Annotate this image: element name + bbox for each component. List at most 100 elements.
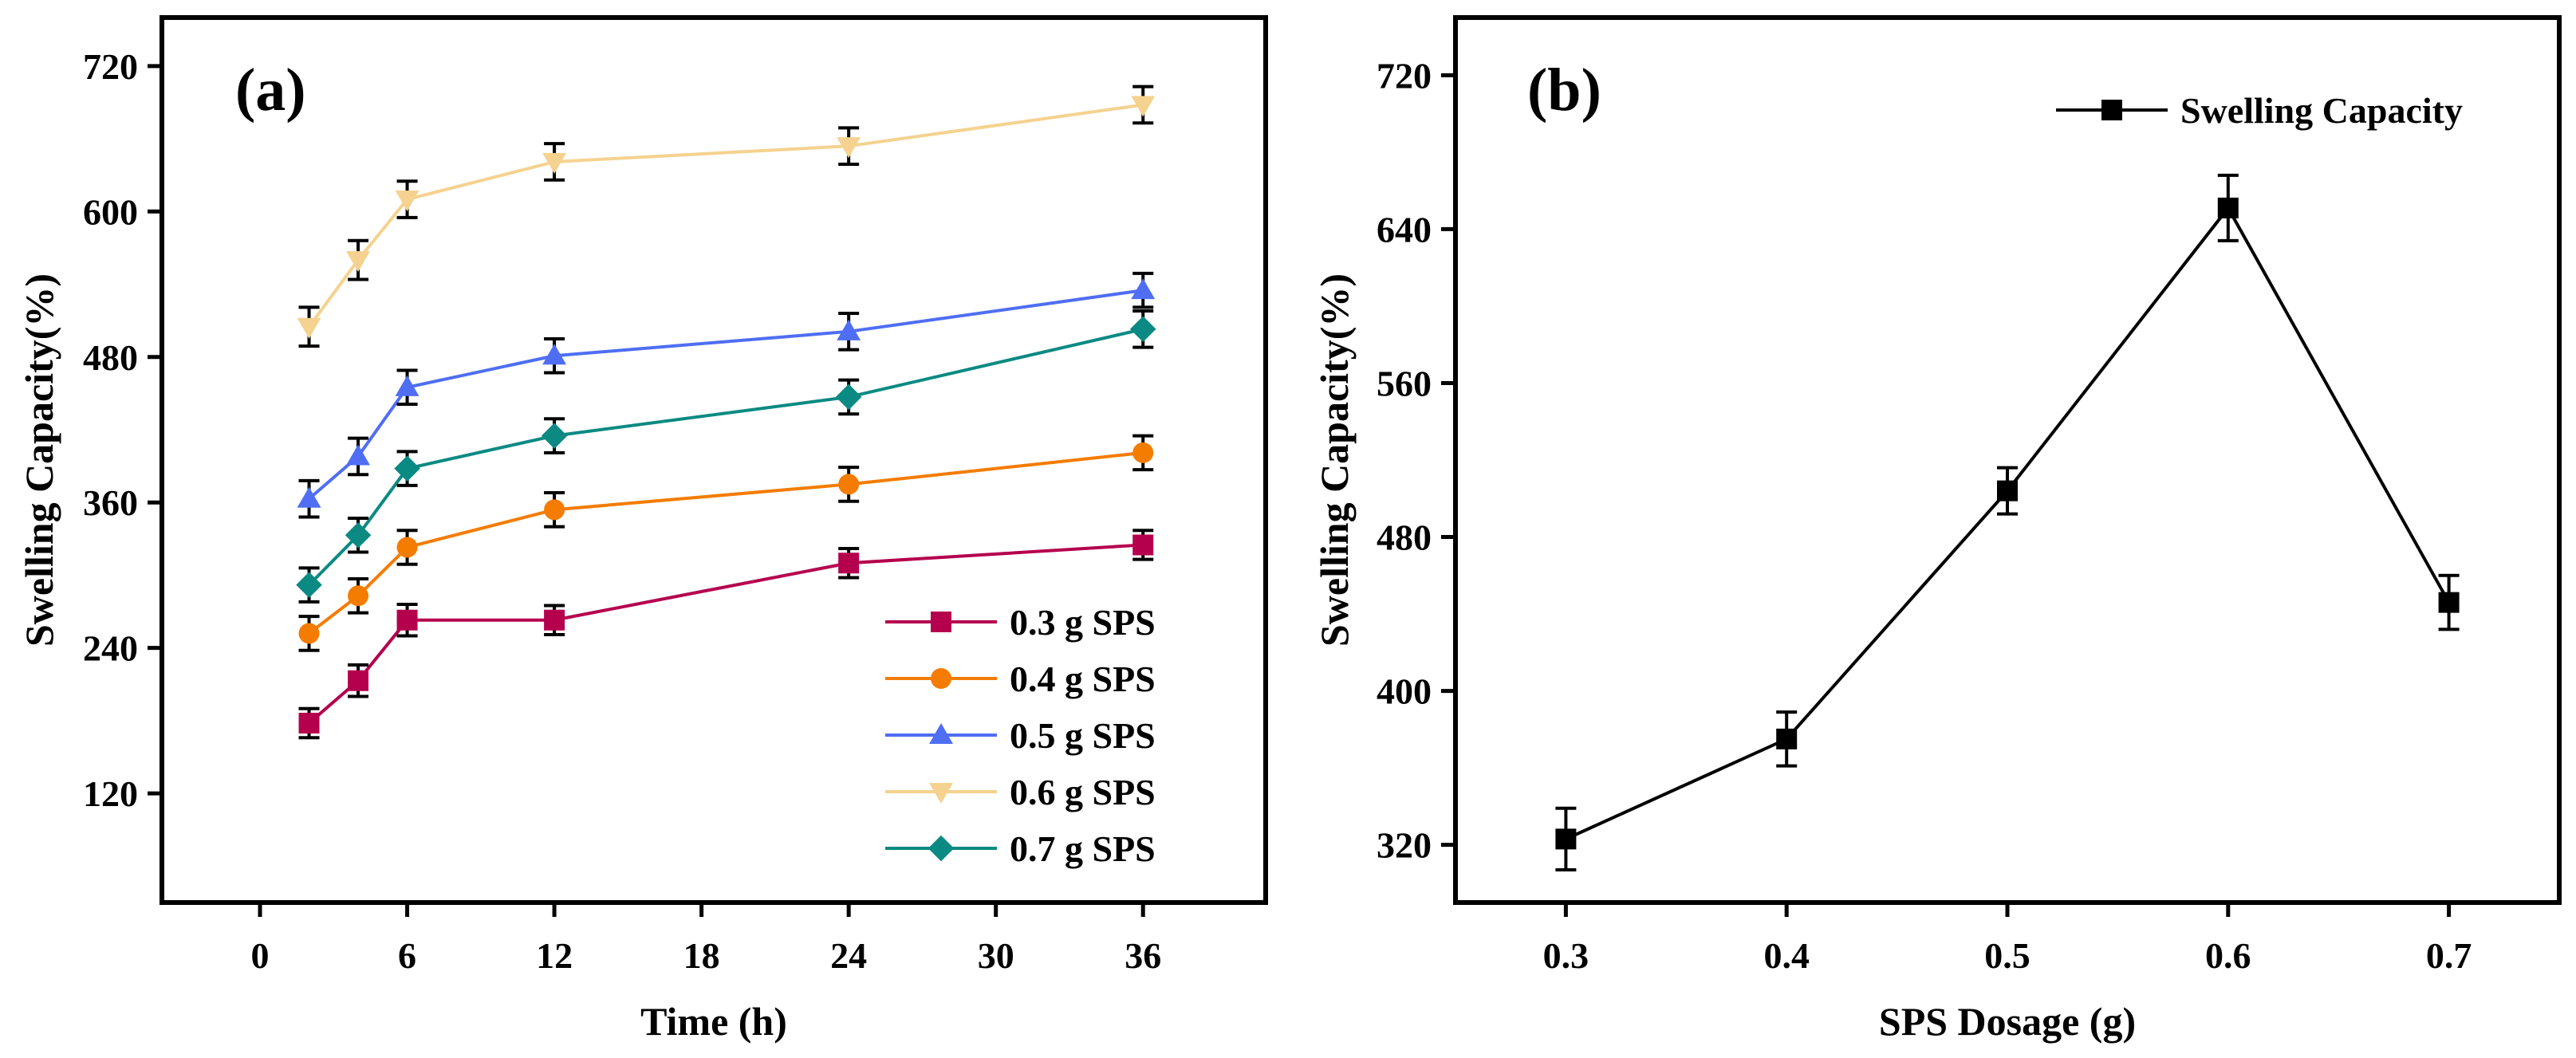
legend-item: 0.4 g SPS — [885, 659, 1156, 699]
data-point — [835, 383, 862, 411]
legend-marker — [928, 835, 955, 862]
data-point — [542, 152, 567, 174]
data-point — [1555, 828, 1577, 850]
data-point — [346, 444, 370, 466]
series-0.3-g-sps — [298, 529, 1154, 740]
legend-marker — [929, 723, 953, 745]
series-line — [1565, 205, 2451, 841]
x-tick-label: 36 — [1125, 935, 1161, 976]
legend-marker — [931, 612, 951, 632]
data-point — [1132, 442, 1154, 463]
legend-label: 0.6 g SPS — [1010, 772, 1156, 812]
series-0.5-g-sps — [297, 271, 1156, 519]
data-point — [396, 609, 418, 631]
data-point — [348, 670, 369, 691]
legend-marker — [931, 668, 951, 689]
data-point — [1776, 728, 1798, 749]
data-point — [2217, 197, 2239, 218]
panel-b-dosage-chart: 0.3 0.4 0.5 0.6 0.7 320 400 480 560 640 720 (b) SP… — [1312, 15, 2562, 1044]
x-tick-label: 0.7 — [2426, 935, 2472, 976]
data-point — [837, 319, 861, 340]
legend-label: 0.4 g SPS — [1010, 659, 1156, 699]
data-point — [542, 344, 567, 365]
legend-marker — [929, 782, 953, 804]
x-tick-label: 6 — [398, 935, 416, 976]
x-tick-label: 18 — [683, 935, 720, 976]
y-tick-label: 720 — [1377, 55, 1432, 96]
series-0.6-g-sps — [297, 85, 1156, 348]
panel-a-y-axis-title: Swelling Capacity(%) — [17, 273, 61, 647]
data-point — [838, 553, 860, 574]
x-tick-label: 30 — [978, 935, 1014, 976]
panel-a-plot-frame — [160, 15, 1268, 905]
data-point — [544, 499, 565, 521]
data-point — [296, 572, 322, 598]
data-point — [837, 137, 861, 159]
data-point — [544, 609, 565, 631]
panel-a-x-axis-title: Time (h) — [640, 999, 787, 1044]
y-tick-label: 640 — [1377, 209, 1432, 250]
legend-item: 0.6 g SPS — [885, 772, 1156, 812]
data-point — [297, 486, 321, 508]
panel-a-label: (a) — [235, 57, 306, 124]
data-point — [1131, 278, 1156, 300]
panel-a-legend: 0.3 g SPS 0.4 g SPS 0.5 g SPS 0.6 g SPS 0.7 … — [885, 602, 1156, 869]
panel-a-axes: 0 6 12 18 24 30 36 120 240 360 480 600 720 — [83, 46, 1161, 976]
series-0.7-g-sps — [296, 309, 1156, 604]
y-tick-label: 720 — [83, 46, 138, 87]
x-tick-label: 12 — [536, 935, 573, 976]
data-point — [345, 522, 372, 549]
data-point — [1997, 480, 2018, 501]
panel-a-time-chart: 0 6 12 18 24 30 36 120 240 360 480 600 720 (a) Time … — [17, 15, 1268, 1044]
panel-b-label: (b) — [1527, 57, 1601, 124]
panel-b-plot-frame — [1453, 15, 2562, 905]
legend-item: 0.7 g SPS — [885, 828, 1156, 869]
series-swelling-capacity — [1555, 173, 2460, 871]
panel-b-series — [1555, 173, 2460, 871]
series-0.4-g-sps — [298, 434, 1154, 652]
panel-a-series — [296, 85, 1156, 740]
data-point — [297, 317, 321, 339]
data-point — [298, 623, 320, 644]
data-point — [541, 423, 568, 449]
y-tick-label: 560 — [1377, 363, 1432, 403]
y-tick-label: 120 — [83, 773, 138, 814]
data-point — [1131, 96, 1156, 117]
legend-label: Swelling Capacity — [2180, 90, 2463, 131]
x-tick-label: 0.4 — [1763, 935, 1810, 976]
data-point — [1129, 316, 1156, 343]
series-line — [308, 327, 1144, 587]
data-point — [298, 712, 320, 734]
data-point — [1132, 534, 1154, 556]
y-tick-label: 480 — [83, 337, 138, 378]
x-tick-label: 0.6 — [2205, 935, 2251, 976]
y-tick-label: 480 — [1377, 517, 1432, 558]
x-tick-label: 24 — [830, 935, 867, 976]
data-point — [346, 251, 370, 273]
data-point — [2438, 592, 2460, 613]
legend-item: Swelling Capacity — [2056, 90, 2463, 131]
data-point — [348, 585, 369, 607]
panel-b-y-axis-title: Swelling Capacity(%) — [1312, 273, 1357, 647]
data-point — [395, 375, 419, 396]
legend-item: 0.3 g SPS — [885, 602, 1156, 643]
x-tick-label: 0.3 — [1543, 935, 1589, 976]
legend-label: 0.5 g SPS — [1010, 715, 1156, 756]
x-tick-label: 0.5 — [1984, 935, 2030, 976]
legend-item: 0.5 g SPS — [885, 715, 1156, 756]
y-tick-label: 240 — [83, 628, 138, 669]
legend-label: 0.3 g SPS — [1010, 602, 1156, 643]
series-line — [307, 103, 1144, 328]
x-tick-label: 0 — [251, 935, 270, 976]
panel-b-legend: Swelling Capacity — [2056, 90, 2463, 131]
panel-b-axes: 0.3 0.4 0.5 0.6 0.7 320 400 480 560 640 720 — [1377, 55, 2472, 976]
y-tick-label: 400 — [1377, 671, 1432, 712]
data-point — [838, 474, 860, 495]
data-point — [395, 191, 419, 212]
y-tick-label: 600 — [83, 191, 138, 232]
data-point — [394, 455, 420, 482]
panel-b-x-axis-title: SPS Dosage (g) — [1879, 999, 2136, 1044]
data-point — [396, 537, 418, 558]
y-tick-label: 360 — [83, 482, 138, 523]
